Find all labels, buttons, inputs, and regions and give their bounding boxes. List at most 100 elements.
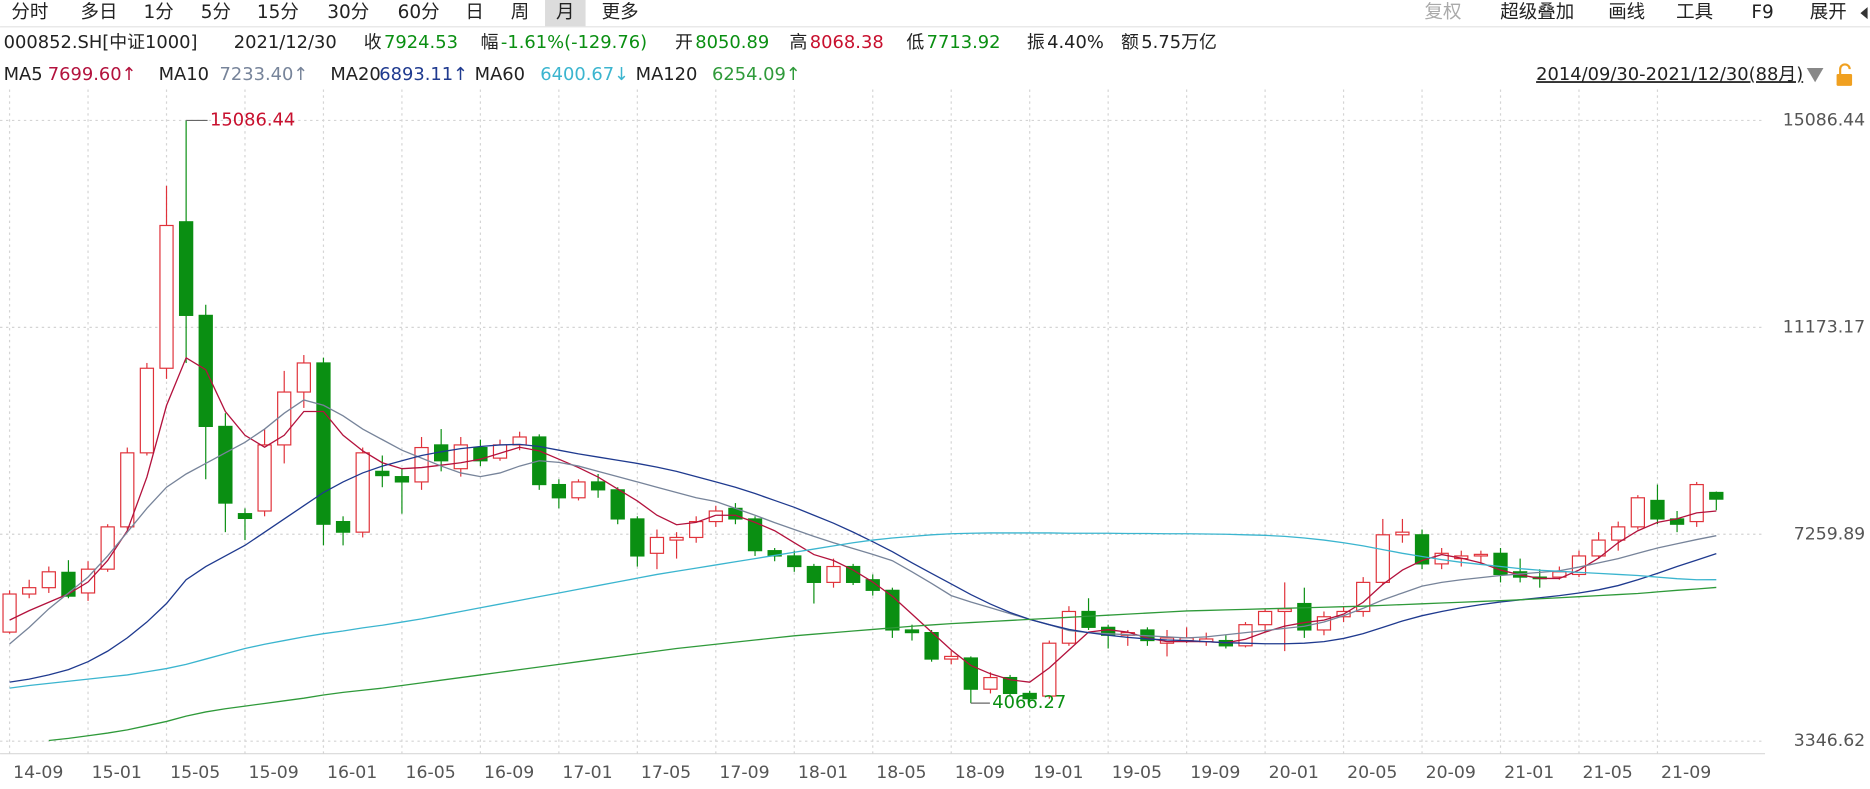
info-field: 8068.38 (810, 32, 884, 53)
date-range[interactable]: 2014/09/30-2021/12/30(88月) (1536, 64, 1803, 85)
period-tab[interactable]: 更多 (602, 2, 639, 23)
candle-body (1709, 491, 1724, 500)
candle-body (689, 520, 704, 539)
x-tick-label: 18-05 (876, 763, 926, 783)
x-tick-label: 18-09 (955, 763, 1005, 783)
x-tick-label: 14-09 (13, 763, 63, 783)
candle-body (708, 510, 723, 523)
period-tab[interactable]: 日 (465, 2, 483, 23)
candle-body (2, 593, 17, 633)
candle-body (1061, 610, 1077, 644)
candle-body (159, 224, 174, 369)
period-tab[interactable]: 30分 (327, 2, 369, 23)
ma-legend-name: MA120 (636, 64, 698, 85)
ma-legend-name: MA20 (330, 64, 380, 85)
info-field: 低 (906, 32, 924, 53)
info-field: 高 (790, 32, 808, 53)
x-tick-label: 15-09 (249, 763, 299, 783)
x-tick-label: 19-01 (1033, 763, 1083, 783)
period-tab[interactable]: 月 (556, 2, 574, 23)
y-tick-label: 11173.17 (1783, 317, 1865, 337)
x-tick-label: 19-05 (1112, 763, 1162, 783)
info-field: 幅 (481, 32, 499, 53)
candle-body (1081, 610, 1096, 628)
tool-button[interactable]: 复权 (1425, 2, 1462, 23)
tool-button[interactable]: 画线 (1608, 2, 1645, 23)
x-tick-label: 21-01 (1504, 763, 1554, 783)
candle-body (316, 362, 331, 525)
candle-body (120, 452, 135, 528)
candle-body (1395, 531, 1410, 536)
candle-body (296, 362, 311, 393)
info-field: 收 (364, 32, 382, 53)
candle-body (355, 452, 370, 533)
candle-body (826, 565, 841, 583)
candle-body (1650, 499, 1665, 520)
period-tab[interactable]: 多日 (81, 2, 118, 23)
info-field: 4.40% (1047, 32, 1104, 53)
ma-legend-value: 6400.67↓ (540, 64, 629, 85)
expand-arrow[interactable] (1860, 7, 1868, 20)
info-field: 振 (1027, 32, 1045, 53)
candle-body (865, 579, 880, 591)
candle-body (414, 446, 429, 483)
candle-body (100, 526, 115, 570)
candle-body (747, 518, 763, 552)
info-field: 7713.92 (927, 32, 1001, 53)
candle-body (237, 513, 253, 520)
period-tab[interactable]: 分时 (11, 2, 48, 23)
range-dropdown-arrow[interactable] (1806, 67, 1824, 83)
ma-line (9, 443, 1717, 683)
info-field: 8050.89 (695, 32, 769, 53)
candle-body (512, 436, 527, 446)
lock-icon[interactable] (1836, 63, 1853, 86)
x-tick-label: 17-05 (641, 763, 691, 783)
candle-body (944, 655, 959, 660)
candle-body (669, 536, 684, 541)
x-tick-label: 20-09 (1426, 763, 1476, 783)
candle-body (571, 481, 586, 499)
candle-body (1630, 497, 1645, 528)
candle-body (1277, 608, 1292, 613)
info-field: 000852.SH[中证1000] (4, 32, 198, 53)
x-tick-label: 16-01 (327, 763, 377, 783)
max-label: 15086.44 (210, 109, 295, 130)
candle-body (22, 587, 37, 595)
tool-button[interactable]: F9 (1751, 2, 1773, 23)
candle-body (178, 221, 194, 316)
info-field: 额 (1121, 32, 1139, 53)
candle-body (1375, 534, 1390, 583)
period-tab[interactable]: 60分 (398, 2, 440, 23)
candle-body (473, 446, 488, 462)
ma-line (48, 586, 1717, 742)
x-tick-label: 16-05 (406, 763, 456, 783)
candle-body (983, 676, 998, 690)
candle-body (963, 657, 978, 690)
period-tab[interactable]: 5分 (201, 2, 231, 23)
candle-body (806, 565, 822, 583)
candle-body (1002, 676, 1018, 695)
candle-body (551, 483, 567, 499)
x-tick-label: 18-01 (798, 763, 848, 783)
ma-line (9, 532, 1717, 689)
candle-body (649, 536, 665, 554)
selected-tab-bg (545, 0, 586, 27)
candle-body (335, 520, 351, 533)
tool-button[interactable]: 展开 (1810, 2, 1847, 23)
period-tab[interactable]: 1分 (144, 2, 174, 23)
tool-button[interactable]: 超级叠加 (1500, 2, 1574, 23)
x-tick-label: 21-05 (1583, 763, 1633, 783)
candle-body (885, 589, 900, 631)
tool-button[interactable]: 工具 (1676, 2, 1713, 23)
info-field: 5.75万亿 (1141, 32, 1217, 53)
period-tab[interactable]: 周 (511, 2, 529, 23)
min-label: 4066.27 (992, 692, 1066, 713)
ma-legend-name: MA60 (475, 64, 525, 85)
y-tick-label: 15086.44 (1783, 110, 1865, 130)
y-tick-label: 3346.62 (1794, 731, 1865, 751)
candle-body (1689, 483, 1704, 523)
period-tab[interactable]: 15分 (257, 2, 299, 23)
x-tick-label: 17-09 (719, 763, 769, 783)
x-tick-label: 17-01 (562, 763, 612, 783)
candle-body (904, 629, 920, 634)
